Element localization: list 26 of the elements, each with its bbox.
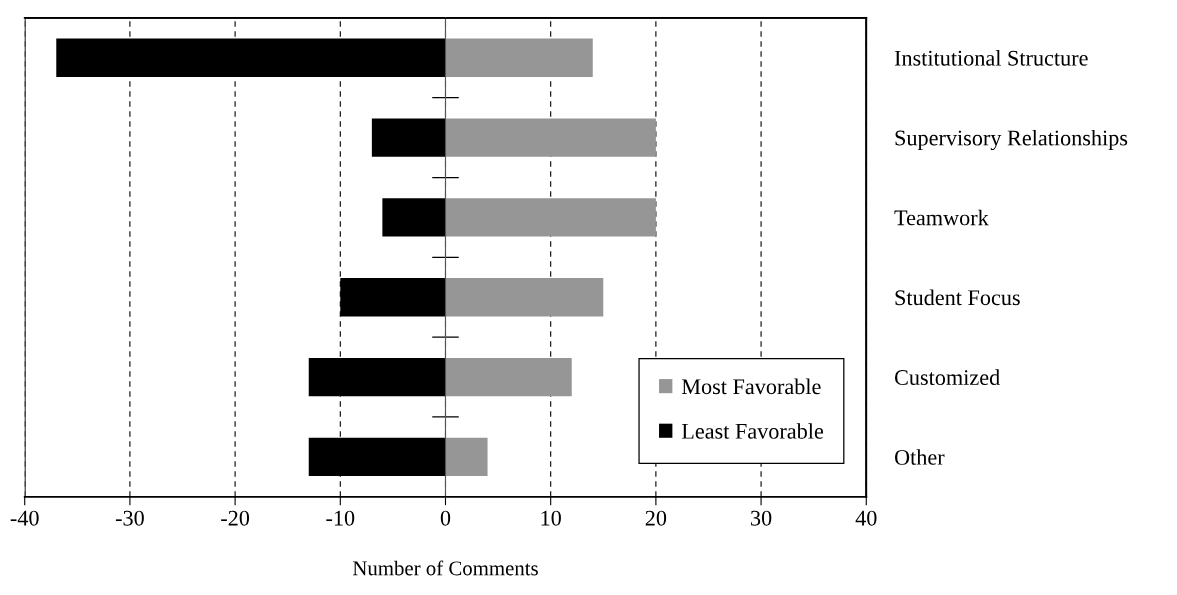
x-tick-label: 30 (751, 510, 772, 526)
bar (445, 357, 572, 397)
x-axis-title: Number of Comments (352, 560, 538, 576)
y-tick-label: Supervisory Relationships (895, 129, 1128, 151)
bar (382, 198, 446, 237)
x-tick-label: -30 (115, 510, 144, 526)
legend-label: Most Favorable (681, 378, 821, 395)
bar (445, 38, 593, 77)
legend-label: Least Favorable (681, 423, 824, 439)
x-tick-label: -40 (10, 510, 39, 526)
bar (371, 118, 446, 157)
y-tick-label: Customized (894, 369, 1000, 386)
x-tick-label: -10 (326, 510, 355, 526)
bar (445, 437, 488, 477)
y-tick-label: Student Focus (895, 289, 1020, 306)
x-tick-label: 0 (440, 510, 451, 526)
bar (445, 198, 656, 237)
bar (445, 118, 656, 157)
y-tick-label: Teamwork (894, 209, 989, 226)
x-tick-label: 10 (541, 510, 561, 526)
bar (445, 278, 604, 317)
x-tick-label: 20 (645, 510, 667, 526)
y-tick-label: Institutional Structure (894, 50, 1088, 66)
x-tick-label: -20 (221, 510, 250, 526)
y-tick-label: Other (894, 449, 945, 465)
x-tick-label: 40 (855, 510, 877, 526)
